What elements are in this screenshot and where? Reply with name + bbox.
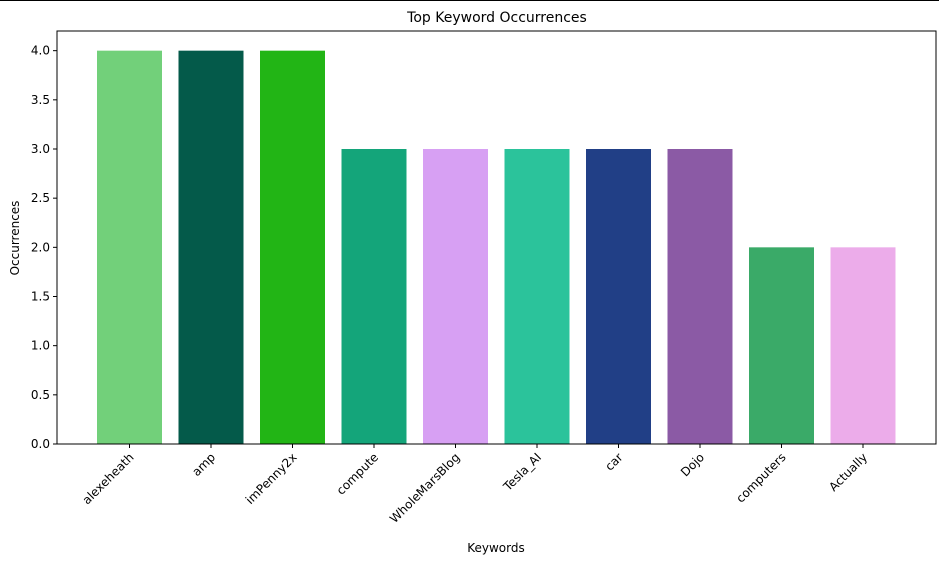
bar-computers [749, 247, 814, 444]
x-tick-label: Dojo [678, 450, 707, 479]
chart-title: Top Keyword Occurrences [406, 10, 587, 26]
plot-frame [56, 30, 937, 445]
y-tick-label: 4.0 [31, 44, 50, 58]
bar-amp [178, 50, 244, 445]
x-tick-label: imPenny2x [243, 450, 300, 507]
y-tick-label: 0.5 [31, 388, 50, 402]
bar-wholemarsblog [423, 149, 488, 444]
y-tick-label: 0.0 [31, 437, 50, 451]
bar-impenny2x [260, 50, 325, 445]
bar-dojo [667, 149, 733, 444]
x-tick-label: Tesla_AI [500, 450, 544, 494]
bar-alexeheath [97, 50, 162, 445]
y-tick-label: 3.5 [31, 93, 50, 107]
x-axis-label: Keywords [467, 541, 525, 555]
bar-compute [341, 149, 407, 444]
bar-actually [830, 247, 896, 444]
y-tick-label: 2.0 [31, 240, 50, 254]
y-tick-label: 1.5 [31, 290, 50, 304]
x-tick-label: computers [733, 450, 788, 505]
bar-car [586, 149, 651, 444]
bar-tesla-ai [504, 149, 570, 444]
y-tick-label: 2.5 [31, 191, 50, 205]
x-tick-label: WholeMarsBlog [387, 450, 463, 526]
x-tick-label: car [602, 450, 625, 473]
x-tick-label: Actually [826, 450, 870, 494]
x-tick-label: alexeheath [80, 450, 137, 507]
x-tick-label: compute [334, 450, 381, 497]
y-axis-label: Occurrences [8, 201, 22, 276]
y-tick-label: 1.0 [31, 339, 50, 353]
x-tick-label: amp [189, 450, 218, 479]
y-tick-label: 3.0 [31, 142, 50, 156]
top-border [0, 0, 939, 1]
